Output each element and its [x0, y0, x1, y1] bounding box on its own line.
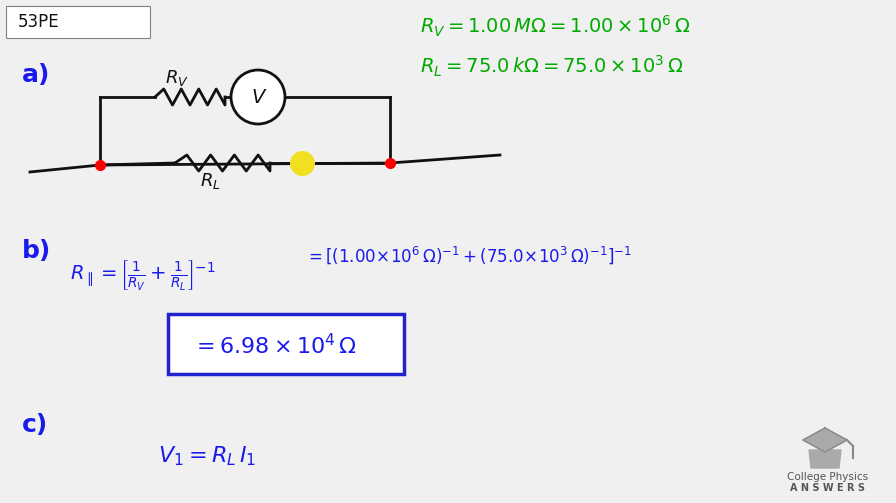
Text: $R_{\parallel} = \left[\frac{1}{R_V} + \frac{1}{R_L}\right]^{-1}$: $R_{\parallel} = \left[\frac{1}{R_V} + \… — [70, 258, 216, 292]
FancyBboxPatch shape — [6, 6, 150, 38]
Text: 53PE: 53PE — [18, 13, 60, 31]
Polygon shape — [809, 450, 841, 468]
Text: $R_L = 75.0\,k\Omega = 75.0 \times 10^3\,\Omega$: $R_L = 75.0\,k\Omega = 75.0 \times 10^3\… — [420, 53, 684, 78]
Text: $R_V = 1.00\,M\Omega = 1.00 \times 10^6\,\Omega$: $R_V = 1.00\,M\Omega = 1.00 \times 10^6\… — [420, 13, 691, 39]
Text: A N S W E R S: A N S W E R S — [790, 483, 865, 493]
Text: College Physics: College Physics — [787, 472, 868, 482]
Text: c): c) — [22, 413, 48, 437]
Text: $V_1 = R_L\,I_1$: $V_1 = R_L\,I_1$ — [158, 444, 256, 468]
Text: a): a) — [22, 63, 50, 87]
Text: $R_L$: $R_L$ — [200, 171, 220, 191]
Text: $= 6.98 \times 10^4\,\Omega$: $= 6.98 \times 10^4\,\Omega$ — [192, 333, 357, 358]
Text: $R_V$: $R_V$ — [165, 68, 189, 88]
Text: V: V — [251, 88, 264, 107]
Text: b): b) — [22, 239, 51, 263]
Circle shape — [231, 70, 285, 124]
FancyBboxPatch shape — [168, 314, 404, 374]
Polygon shape — [803, 428, 847, 452]
Text: $= \left[(1.00\!\times\!10^6\,\Omega)^{-1} + (75.0\!\times\!10^3\,\Omega)^{-1}\r: $= \left[(1.00\!\times\!10^6\,\Omega)^{-… — [305, 244, 632, 266]
